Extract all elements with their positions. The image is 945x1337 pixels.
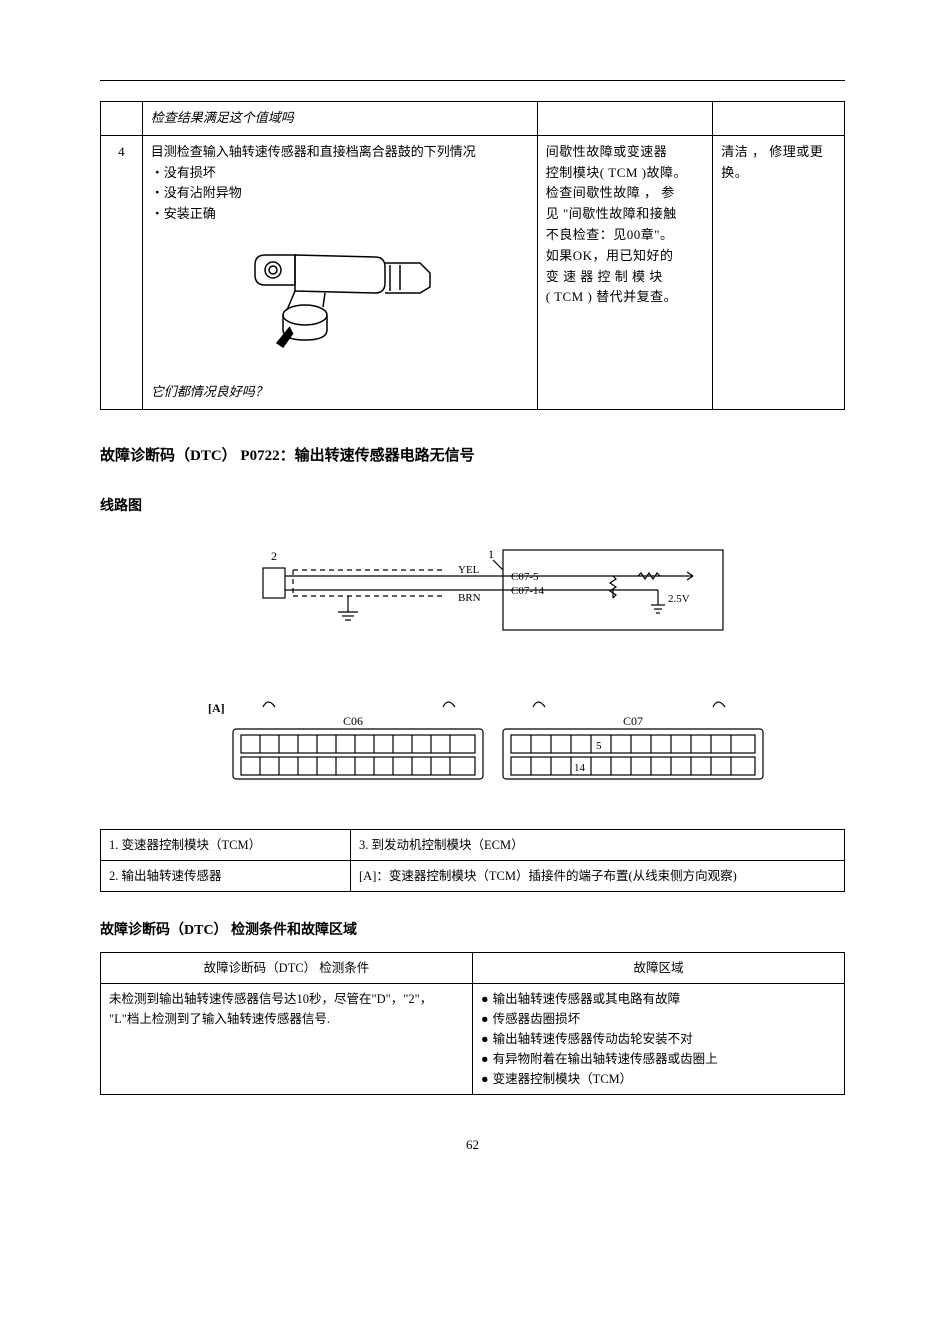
- step-main-b1: ・没有损坏: [151, 163, 529, 184]
- dtc-condition-heading: 故障诊断码（DTC） 检测条件和故障区域: [100, 920, 845, 942]
- step-question-cell: 检查结果满足这个值域吗: [142, 102, 537, 136]
- sensor-icon: [235, 235, 445, 355]
- c3-l3: 检查间歇性故障 ， 参: [546, 183, 705, 204]
- label-c06: C06: [343, 714, 363, 728]
- step-table: 检查结果满足这个值域吗 4 目测检查输入轴转速传感器和直接档离合器鼓的下列情况 …: [100, 101, 845, 410]
- circuit-diagram: 2 YEL BRN 1 C07-5 C07-14: [100, 530, 845, 667]
- legend-table: 1. 变速器控制模块（TCM） 3. 到发动机控制模块（ECM） 2. 输出轴转…: [100, 829, 845, 892]
- label-2: 2: [271, 549, 277, 563]
- area-b2: 传感器齿圈损坏: [481, 1009, 836, 1029]
- table-row: 检查结果满足这个值域吗: [101, 102, 845, 136]
- page-number: 62: [100, 1135, 845, 1156]
- dtc-header-1: 故障诊断码（DTC） 检测条件: [101, 952, 473, 983]
- top-rule: [100, 80, 845, 81]
- label-1: 1: [488, 547, 494, 561]
- label-25v: 2.5V: [668, 593, 690, 605]
- c3-l6: 如果OK，用已知好的: [546, 246, 705, 267]
- c3-l4: 见 "间歇性故障和接触: [546, 204, 705, 225]
- label-c07: C07: [623, 714, 643, 728]
- connector-svg: [A] C06 C07 5: [153, 687, 793, 802]
- step-num-cell: [101, 102, 143, 136]
- legend-1: 1. 变速器控制模块（TCM）: [101, 829, 351, 860]
- step-main: 目测检查输入轴转速传感器和直接档离合器鼓的下列情况 ・没有损坏 ・没有沾附异物 …: [142, 135, 537, 409]
- step-main-l1: 目测检查输入轴转速传感器和直接档离合器鼓的下列情况: [151, 142, 529, 163]
- c3-l5: 不良检查：见00章"。: [546, 225, 705, 246]
- table-row: 1. 变速器控制模块（TCM） 3. 到发动机控制模块（ECM）: [101, 829, 845, 860]
- label-c07-14: C07-14: [511, 585, 545, 597]
- label-brn: BRN: [458, 592, 481, 604]
- c3-l7: 变 速 器 控 制 模 块: [546, 267, 705, 288]
- legend-a: [A]：变速器控制模块（TCM）插接件的端子布置(从线束侧方向观察): [351, 860, 845, 891]
- step-main-b3: ・安装正确: [151, 204, 529, 225]
- step-c4: [713, 102, 845, 136]
- dtc-heading: 故障诊断码（DTC） P0722：输出转速传感器电路无信号: [100, 444, 845, 468]
- circuit-svg: 2 YEL BRN 1 C07-5 C07-14: [193, 530, 753, 660]
- table-row: 故障诊断码（DTC） 检测条件 故障区域: [101, 952, 845, 983]
- dtc-header-2: 故障区域: [473, 952, 845, 983]
- c3-l2: 控制模块( TCM )故障。: [546, 163, 705, 184]
- cond-l2: "L"档上检测到了输入轴转速传感器信号.: [109, 1009, 464, 1029]
- table-row: 2. 输出轴转速传感器 [A]：变速器控制模块（TCM）插接件的端子布置(从线束…: [101, 860, 845, 891]
- area-b5: 变速器控制模块（TCM）: [481, 1069, 836, 1089]
- pin-5: 5: [596, 740, 602, 752]
- dtc-condition-cell: 未检测到输出轴转速传感器信号达10秒，尽管在"D"，"2"， "L"档上检测到了…: [101, 983, 473, 1094]
- step-c4: 清洁 ， 修理或更 换。: [713, 135, 845, 409]
- c4-l2: 换。: [721, 163, 836, 184]
- area-b1: 输出轴转速传感器或其电路有故障: [481, 989, 836, 1009]
- label-c07-5: C07-5: [511, 571, 539, 583]
- connector-layout: [A] C06 C07 5: [100, 687, 845, 809]
- step-c3: 间歇性故障或变速器 控制模块( TCM )故障。 检查间歇性故障 ， 参 见 "…: [537, 135, 713, 409]
- sensor-illustration: [151, 235, 529, 362]
- dtc-area-cell: 输出轴转速传感器或其电路有故障 传感器齿圈损坏 输出轴转速传感器传动齿轮安装不对…: [473, 983, 845, 1094]
- step-c3: [537, 102, 713, 136]
- legend-2: 2. 输出轴转速传感器: [101, 860, 351, 891]
- c4-l1: 清洁 ， 修理或更: [721, 142, 836, 163]
- step-main-b2: ・没有沾附异物: [151, 183, 529, 204]
- c3-l8: ( TCM ) 替代并复查。: [546, 287, 705, 308]
- step-main-last: 它们都情况良好吗？: [151, 382, 529, 403]
- c3-l1: 间歇性故障或变速器: [546, 142, 705, 163]
- label-yel: YEL: [458, 564, 480, 576]
- label-a: [A]: [208, 701, 225, 715]
- step-num: 4: [101, 135, 143, 409]
- cond-l1: 未检测到输出轴转速传感器信号达10秒，尽管在"D"，"2"，: [109, 989, 464, 1009]
- dtc-condition-table: 故障诊断码（DTC） 检测条件 故障区域 未检测到输出轴转速传感器信号达10秒，…: [100, 952, 845, 1095]
- circuit-diagram-heading: 线路图: [100, 496, 845, 518]
- table-row: 4 目测检查输入轴转速传感器和直接档离合器鼓的下列情况 ・没有损坏 ・没有沾附异…: [101, 135, 845, 409]
- legend-3: 3. 到发动机控制模块（ECM）: [351, 829, 845, 860]
- area-b3: 输出轴转速传感器传动齿轮安装不对: [481, 1029, 836, 1049]
- area-b4: 有异物附着在输出轴转速传感器或齿圈上: [481, 1049, 836, 1069]
- table-row: 未检测到输出轴转速传感器信号达10秒，尽管在"D"，"2"， "L"档上检测到了…: [101, 983, 845, 1094]
- pin-14: 14: [574, 762, 586, 774]
